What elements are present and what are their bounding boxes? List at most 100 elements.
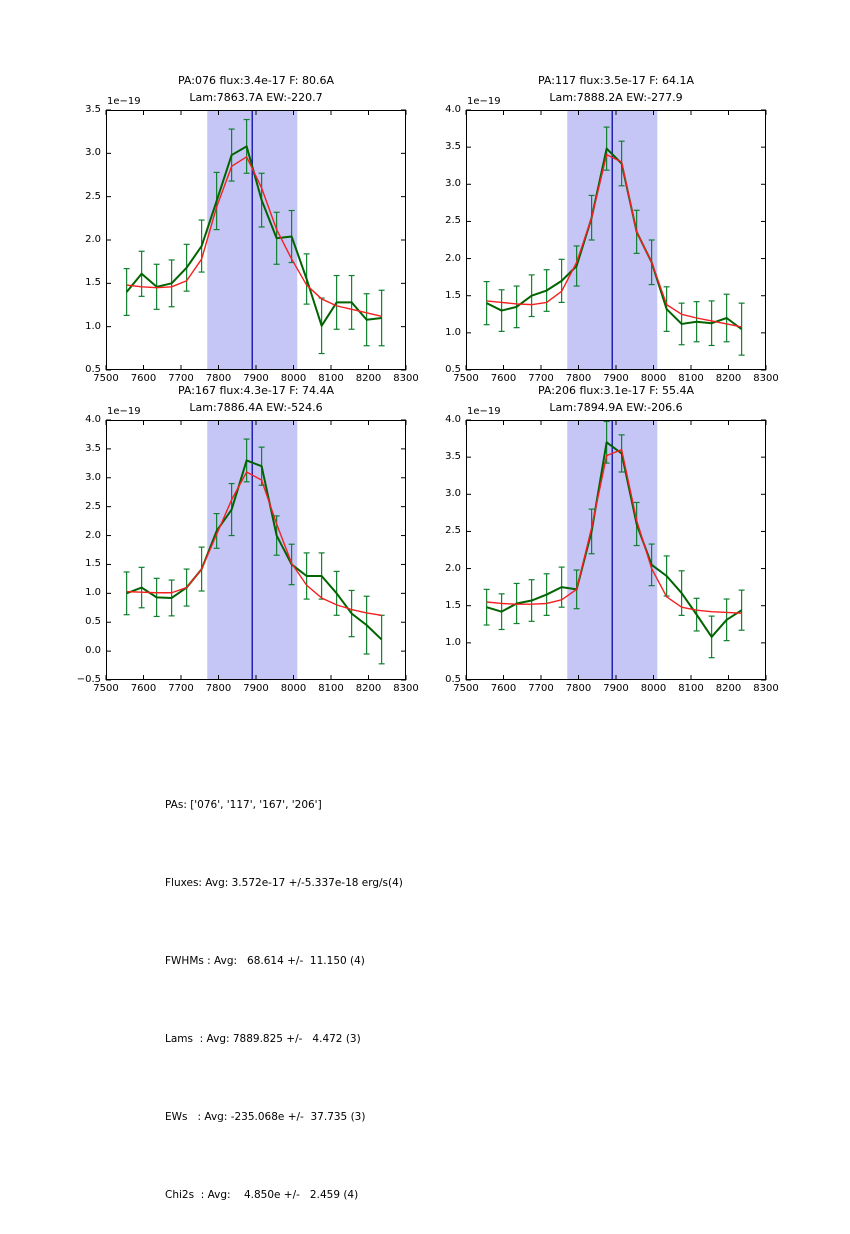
subplot-title-line2: Lam:7894.9A EW:-206.6 (549, 401, 683, 414)
y-tick-label: 3.0 (85, 147, 101, 159)
summary-line-pas: PAs: ['076', '117', '167', '206'] (165, 799, 322, 811)
x-tick-label: 8300 (393, 683, 419, 694)
axes-frame (106, 110, 406, 370)
summary-line-fwhms: FWHMs : Avg: 68.614 +/- 11.150 (4) (165, 955, 365, 967)
axes-frame (106, 420, 406, 680)
axes-area (465, 109, 767, 371)
x-tick-label: 7600 (130, 373, 157, 384)
subplot-title-line2: Lam:7886.4A EW:-524.6 (189, 401, 323, 414)
axes-area (105, 109, 407, 371)
y-tick-label: 1.5 (445, 599, 461, 611)
x-tick-label: 7700 (528, 683, 554, 694)
x-tick-label: 7500 (453, 373, 479, 384)
x-tick-label: 8300 (393, 373, 419, 384)
y-tick-label: 4.0 (85, 414, 101, 425)
y-tick-label: 2.0 (85, 234, 101, 245)
y-tick-label: 3.5 (445, 141, 461, 153)
fit-line (126, 156, 382, 317)
subplot-title-line2: Lam:7863.7A EW:-220.7 (189, 91, 323, 104)
y-tick-label: 1.0 (85, 587, 101, 599)
summary-line-fluxes: Fluxes: Avg: 3.572e-17 +/-5.337e-18 erg/… (165, 877, 403, 889)
fit-line (486, 153, 742, 328)
y-tick-label: 3.0 (445, 178, 461, 190)
x-tick-label: 8300 (753, 683, 779, 694)
x-tick-label: 7800 (565, 683, 592, 694)
y-tick-label: 1.0 (445, 326, 461, 338)
x-tick-label: 8100 (318, 683, 344, 694)
subplot-title: PA:206 flux:3.1e-17 F: 55.4A Lam:7894.9A… (426, 382, 806, 416)
x-tick-label: 7900 (243, 683, 269, 694)
fit-line (486, 449, 742, 614)
x-tick-label: 7700 (528, 373, 554, 384)
y-tick-label: 2.5 (85, 500, 101, 512)
y-tick-label: 3.0 (85, 471, 101, 483)
y-tick-label: 0.0 (85, 645, 101, 657)
y-tick-label: −0.5 (76, 674, 101, 685)
y-tick-label: 2.0 (85, 529, 101, 541)
subplot-title: PA:167 flux:4.3e-17 F: 74.4A Lam:7886.4A… (66, 382, 446, 416)
figure-canvas: { "figure": { "background": "#ffffff", "… (76, 74, 779, 1201)
y-tick-label: 0.5 (85, 364, 101, 375)
y-axis-offset-label: 1e−19 (107, 96, 141, 107)
y-tick-label: 0.5 (445, 364, 461, 375)
y-axis-offset-label: 1e−19 (107, 406, 141, 417)
spectrum-data-line (486, 147, 743, 330)
summary-line-chi2s: Chi2s : Avg: 4.850e +/- 2.459 (4) (165, 1189, 359, 1201)
y-tick-label: 3.5 (445, 451, 461, 463)
spectrum-data-line (486, 441, 743, 638)
y-tick-label: 0.5 (85, 616, 101, 628)
x-tick-label: 7500 (93, 373, 119, 384)
subplot-title: PA:076 flux:3.4e-17 F: 80.6A Lam:7863.7A… (66, 72, 446, 106)
x-tick-label: 7800 (565, 373, 592, 384)
x-tick-label: 8000 (280, 373, 307, 384)
axes-area (105, 419, 407, 681)
x-tick-label: 8200 (715, 373, 742, 384)
x-tick-label: 8100 (318, 373, 344, 384)
y-tick-label: 2.5 (445, 215, 461, 227)
y-tick-label: 3.0 (445, 488, 461, 500)
x-tick-label: 7600 (490, 373, 517, 384)
y-tick-label: 4.0 (445, 104, 461, 115)
y-tick-label: 3.5 (85, 104, 101, 115)
axes-area (465, 419, 767, 681)
x-tick-label: 8200 (355, 373, 382, 384)
axes-frame (466, 420, 766, 680)
axes-frame (466, 110, 766, 370)
x-tick-label: 8100 (678, 683, 704, 694)
x-tick-label: 8100 (678, 373, 704, 384)
subplot-title-line1: PA:117 flux:3.5e-17 F: 64.1A (538, 74, 694, 87)
error-bars (123, 118, 385, 355)
x-tick-label: 7900 (243, 373, 269, 384)
subplot-title-line1: PA:167 flux:4.3e-17 F: 74.4A (178, 384, 334, 397)
y-tick-label: 1.5 (85, 277, 101, 289)
y-tick-label: 3.5 (85, 442, 101, 454)
y-tick-label: 1.0 (445, 636, 461, 648)
y-axis-offset-label: 1e−19 (467, 406, 501, 417)
x-tick-label: 7500 (93, 683, 119, 694)
y-tick-label: 1.5 (85, 558, 101, 570)
y-tick-label: 0.5 (445, 674, 461, 685)
subplot-pa-117: PA:117 flux:3.5e-17 F: 64.1A Lam:7888.2A… (445, 74, 779, 384)
subplot-title-line1: PA:206 flux:3.1e-17 F: 55.4A (538, 384, 694, 397)
summary-line-lams: Lams : Avg: 7889.825 +/- 4.472 (3) (165, 1033, 361, 1045)
y-tick-label: 4.0 (445, 414, 461, 425)
summary-line-ews: EWs : Avg: -235.068e +/- 37.735 (3) (165, 1111, 366, 1123)
x-tick-label: 7800 (205, 373, 232, 384)
subplot-title-line1: PA:076 flux:3.4e-17 F: 80.6A (178, 74, 334, 87)
subplot-pa-206: PA:206 flux:3.1e-17 F: 55.4A Lam:7894.9A… (445, 384, 779, 694)
subplot-title: PA:117 flux:3.5e-17 F: 64.1A Lam:7888.2A… (426, 72, 806, 106)
subplot-pa-076: PA:076 flux:3.4e-17 F: 80.6A Lam:7863.7A… (85, 74, 419, 384)
spectrum-data-line (126, 459, 383, 641)
x-tick-label: 7900 (603, 373, 629, 384)
x-tick-label: 8200 (715, 683, 742, 694)
y-tick-label: 2.5 (445, 525, 461, 537)
y-tick-label: 2.0 (445, 252, 461, 264)
y-axis-offset-label: 1e−19 (467, 96, 501, 107)
y-tick-label: 1.5 (445, 289, 461, 301)
subplot-pa-167: PA:167 flux:4.3e-17 F: 74.4A Lam:7886.4A… (77, 384, 419, 694)
x-tick-label: 7600 (490, 683, 517, 694)
x-tick-label: 7900 (603, 683, 629, 694)
x-tick-label: 8200 (355, 683, 382, 694)
subplot-title-line2: Lam:7888.2A EW:-277.9 (549, 91, 683, 104)
x-tick-label: 8000 (280, 683, 307, 694)
